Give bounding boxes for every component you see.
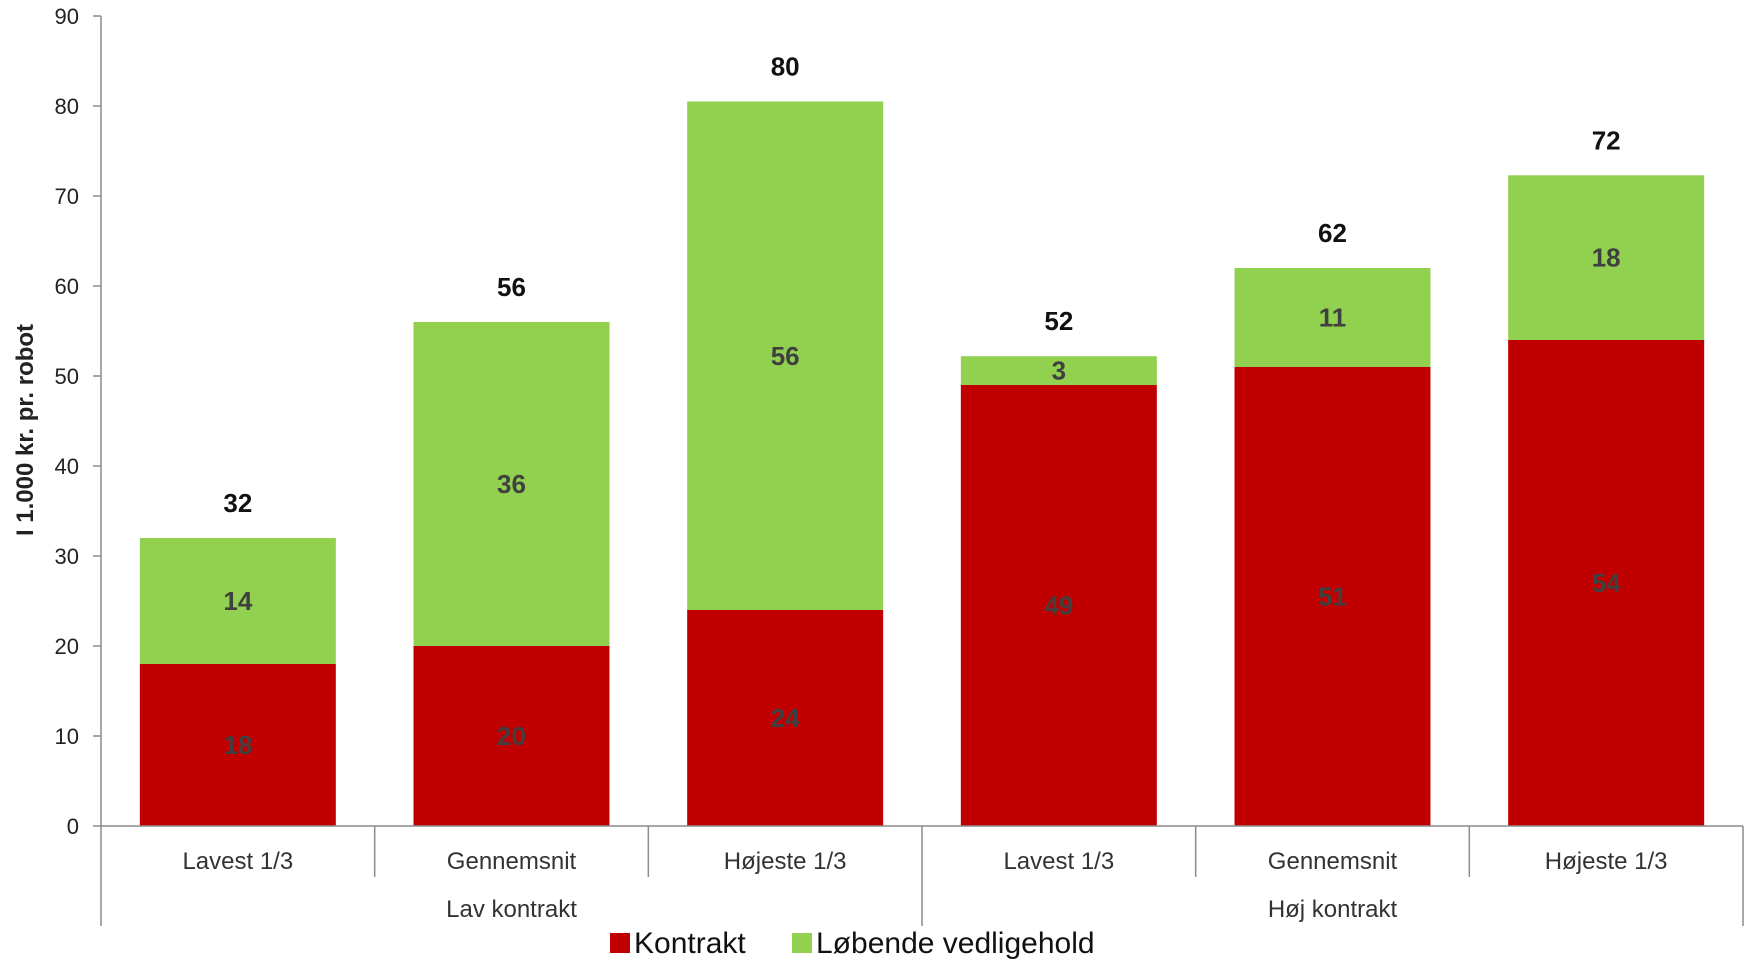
bar-lobende-vedligehold (1508, 175, 1705, 340)
bars-layer (139, 101, 1705, 826)
bar-kontrakt (960, 385, 1157, 826)
data-label-kontrakt: 49 (1044, 591, 1073, 621)
bar-kontrakt (413, 646, 610, 826)
y-tick-label: 50 (55, 364, 79, 389)
legend-label-lobende-vedligehold: Løbende vedligehold (816, 927, 1095, 960)
x-tick-label: Lavest 1/3 (1003, 848, 1114, 875)
bar-kontrakt (687, 610, 884, 826)
x-tick-label: Højeste 1/3 (724, 848, 847, 875)
y-tick-label: 40 (55, 454, 79, 479)
data-label-total: 80 (771, 52, 800, 82)
data-label-total: 72 (1592, 125, 1621, 155)
data-label-kontrakt: 51 (1318, 582, 1347, 612)
bar-kontrakt (1234, 367, 1431, 826)
legend-swatch-kontrakt (610, 933, 630, 953)
y-tick-label: 10 (55, 724, 79, 749)
labels-layer: 18 14 32 Lavest 1/3 20 36 56 Gennemsnit 24 56 80 Hø… (55, 4, 1668, 923)
data-label-lobende-vedligehold: 3 (1052, 356, 1066, 386)
y-tick-label: 90 (55, 4, 79, 29)
y-tick-label: 30 (55, 544, 79, 569)
data-label-lobende-vedligehold: 18 (1592, 243, 1621, 273)
data-label-lobende-vedligehold: 56 (771, 341, 800, 371)
bar-lobende-vedligehold (1234, 268, 1431, 367)
data-label-kontrakt: 20 (497, 721, 526, 751)
data-label-total: 32 (223, 488, 252, 518)
x-tick-label: Højeste 1/3 (1545, 848, 1668, 875)
legend: Kontrakt Løbende vedligehold (610, 927, 1095, 960)
legend-swatch-lobende-vedligehold (792, 933, 812, 953)
y-tick-label: 20 (55, 634, 79, 659)
group-label: Lav kontrakt (446, 896, 577, 923)
bar-lobende-vedligehold (960, 356, 1157, 385)
y-axis-title: I 1.000 kr. pr. robot (12, 324, 39, 536)
data-label-total: 52 (1044, 306, 1073, 336)
data-label-lobende-vedligehold: 14 (223, 586, 252, 616)
data-label-lobende-vedligehold: 36 (497, 469, 526, 499)
axes (93, 15, 1744, 926)
bar-kontrakt (1508, 340, 1705, 826)
group-label: Høj kontrakt (1268, 896, 1398, 923)
x-tick-label: Gennemsnit (447, 848, 577, 875)
data-label-total: 56 (497, 272, 526, 302)
y-tick-label: 80 (55, 94, 79, 119)
x-tick-label: Gennemsnit (1268, 848, 1398, 875)
data-label-total: 62 (1318, 218, 1347, 248)
bar-lobende-vedligehold (139, 538, 336, 664)
bar-lobende-vedligehold (687, 101, 884, 610)
y-tick-label: 70 (55, 184, 79, 209)
y-tick-label: 60 (55, 274, 79, 299)
data-label-kontrakt: 54 (1592, 568, 1621, 598)
legend-label-kontrakt: Kontrakt (634, 927, 746, 960)
data-label-lobende-vedligehold: 11 (1319, 303, 1347, 333)
y-tick-label: 0 (67, 814, 79, 839)
data-label-kontrakt: 24 (771, 703, 800, 733)
data-label-kontrakt: 18 (223, 730, 252, 760)
bar-kontrakt (139, 664, 336, 826)
x-tick-label: Lavest 1/3 (182, 848, 293, 875)
bar-lobende-vedligehold (413, 322, 610, 646)
